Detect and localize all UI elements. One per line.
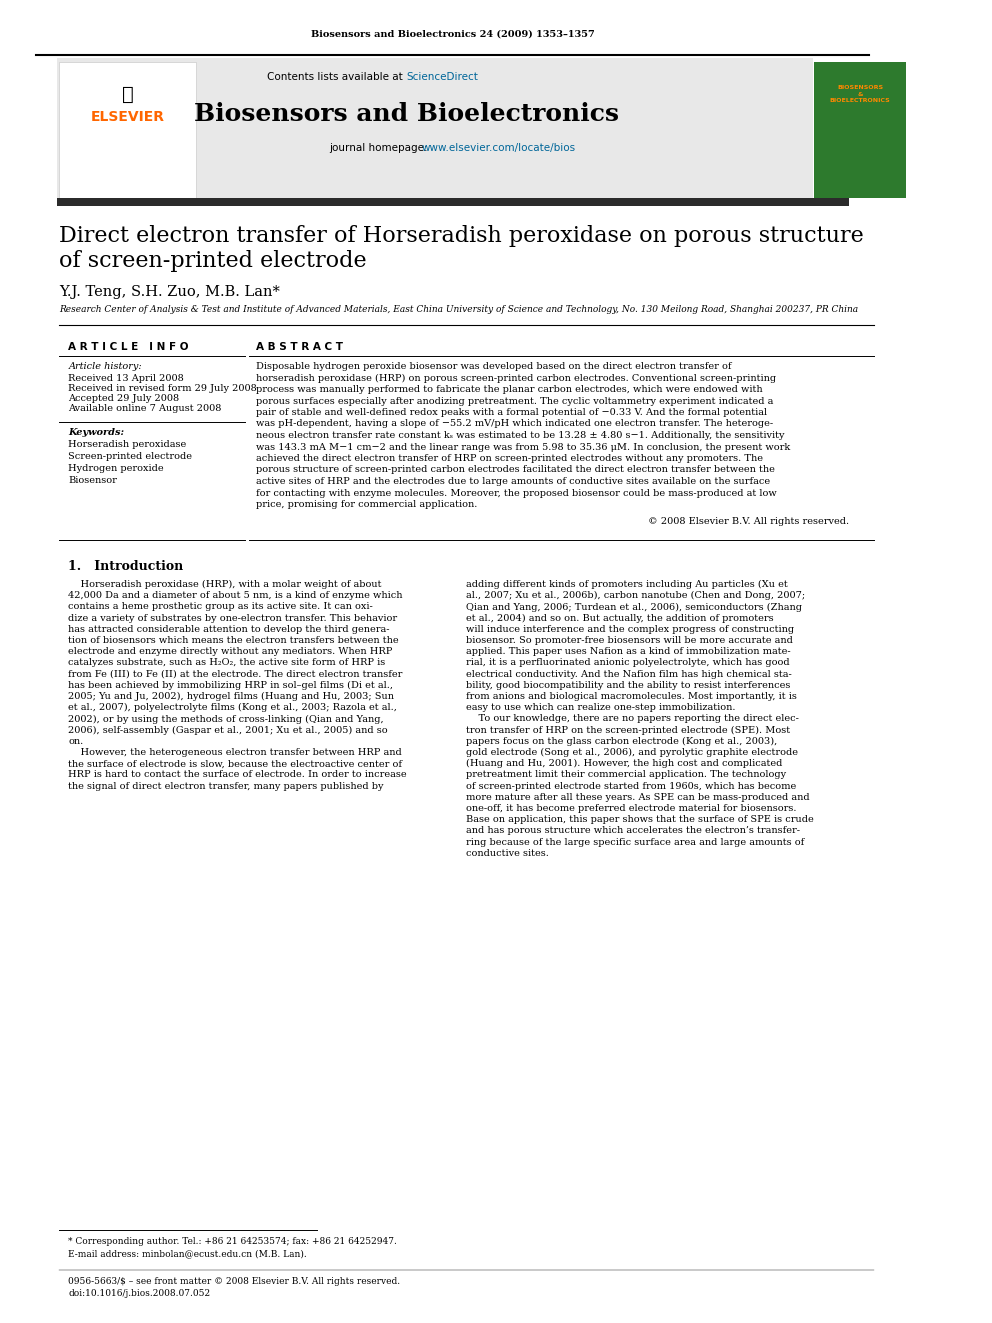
Text: 1.   Introduction: 1. Introduction: [68, 560, 184, 573]
Text: active sites of HRP and the electrodes due to large amounts of conductive sites : active sites of HRP and the electrodes d…: [256, 478, 770, 486]
Text: achieved the direct electron transfer of HRP on screen-printed electrodes withou: achieved the direct electron transfer of…: [256, 454, 763, 463]
Text: Biosensors and Bioelectronics: Biosensors and Bioelectronics: [193, 102, 619, 126]
Text: and has porous structure which accelerates the electron’s transfer-: and has porous structure which accelerat…: [465, 827, 800, 835]
Text: one-off, it has become preferred electrode material for biosensors.: one-off, it has become preferred electro…: [465, 804, 797, 814]
Text: price, promising for commercial application.: price, promising for commercial applicat…: [256, 500, 477, 509]
Text: Available online 7 August 2008: Available online 7 August 2008: [68, 404, 222, 413]
Text: from anions and biological macromolecules. Most importantly, it is: from anions and biological macromolecule…: [465, 692, 797, 701]
Text: 2005; Yu and Ju, 2002), hydrogel films (Huang and Hu, 2003; Sun: 2005; Yu and Ju, 2002), hydrogel films (…: [68, 692, 395, 701]
Text: has attracted considerable attention to develop the third genera-: has attracted considerable attention to …: [68, 624, 390, 634]
Text: doi:10.1016/j.bios.2008.07.052: doi:10.1016/j.bios.2008.07.052: [68, 1289, 210, 1298]
Text: Research Center of Analysis & Test and Institute of Advanced Materials, East Chi: Research Center of Analysis & Test and I…: [60, 306, 858, 314]
Text: will induce interference and the complex progress of constructing: will induce interference and the complex…: [465, 624, 794, 634]
Text: adding different kinds of promoters including Au particles (Xu et: adding different kinds of promoters incl…: [465, 579, 788, 589]
Text: Horseradish peroxidase (HRP), with a molar weight of about: Horseradish peroxidase (HRP), with a mol…: [68, 579, 382, 589]
Text: pretreatment limit their commercial application. The technology: pretreatment limit their commercial appl…: [465, 770, 786, 779]
Text: tion of biosensors which means the electron transfers between the: tion of biosensors which means the elect…: [68, 636, 399, 646]
Text: Keywords:: Keywords:: [68, 429, 125, 437]
Text: However, the heterogeneous electron transfer between HRP and: However, the heterogeneous electron tran…: [68, 747, 402, 757]
Text: applied. This paper uses Nafion as a kind of immobilization mate-: applied. This paper uses Nafion as a kin…: [465, 647, 791, 656]
Text: Direct electron transfer of Horseradish peroxidase on porous structure: Direct electron transfer of Horseradish …: [60, 225, 864, 247]
Text: (Huang and Hu, 2001). However, the high cost and complicated: (Huang and Hu, 2001). However, the high …: [465, 759, 782, 769]
Text: ScienceDirect: ScienceDirect: [407, 71, 478, 82]
Text: was pH-dependent, having a slope of −55.2 mV/pH which indicated one electron tra: was pH-dependent, having a slope of −55.…: [256, 419, 773, 429]
Text: more mature after all these years. As SPE can be mass-produced and: more mature after all these years. As SP…: [465, 792, 809, 802]
Text: * Corresponding author. Tel.: +86 21 64253574; fax: +86 21 64252947.: * Corresponding author. Tel.: +86 21 642…: [68, 1237, 398, 1246]
Text: process was manually performed to fabricate the planar carbon electrodes, which : process was manually performed to fabric…: [256, 385, 762, 394]
Text: catalyzes substrate, such as H₂O₂, the active site form of HRP is: catalyzes substrate, such as H₂O₂, the a…: [68, 659, 386, 667]
Text: Received 13 April 2008: Received 13 April 2008: [68, 374, 185, 382]
Text: Hydrogen peroxide: Hydrogen peroxide: [68, 464, 164, 474]
Text: et al., 2007), polyelectrolyte films (Kong et al., 2003; Razola et al.,: et al., 2007), polyelectrolyte films (Ko…: [68, 704, 398, 712]
Text: horseradish peroxidase (HRP) on porous screen-printed carbon electrodes. Convent: horseradish peroxidase (HRP) on porous s…: [256, 373, 776, 382]
Text: of screen-printed electrode started from 1960s, which has become: of screen-printed electrode started from…: [465, 782, 796, 791]
Text: rial, it is a perfluorinated anionic polyelectrolyte, which has good: rial, it is a perfluorinated anionic pol…: [465, 659, 790, 667]
Text: conductive sites.: conductive sites.: [465, 849, 549, 857]
Text: porous surfaces especially after anodizing pretreatment. The cyclic voltammetry : porous surfaces especially after anodizi…: [256, 397, 773, 406]
Text: the signal of direct electron transfer, many papers published by: the signal of direct electron transfer, …: [68, 782, 384, 791]
Text: Horseradish peroxidase: Horseradish peroxidase: [68, 441, 186, 448]
Text: Qian and Yang, 2006; Turdean et al., 2006), semiconductors (Zhang: Qian and Yang, 2006; Turdean et al., 200…: [465, 602, 802, 611]
Text: papers focus on the glass carbon electrode (Kong et al., 2003),: papers focus on the glass carbon electro…: [465, 737, 777, 746]
Text: 0956-5663/$ – see front matter © 2008 Elsevier B.V. All rights reserved.: 0956-5663/$ – see front matter © 2008 El…: [68, 1277, 401, 1286]
Text: Received in revised form 29 July 2008: Received in revised form 29 July 2008: [68, 384, 257, 393]
Text: electrical conductivity. And the Nafion film has high chemical sta-: electrical conductivity. And the Nafion …: [465, 669, 792, 679]
Text: on.: on.: [68, 737, 83, 746]
Text: 2002), or by using the methods of cross-linking (Qian and Yang,: 2002), or by using the methods of cross-…: [68, 714, 384, 724]
Text: www.elsevier.com/locate/bios: www.elsevier.com/locate/bios: [422, 143, 576, 153]
Text: HRP is hard to contact the surface of electrode. In order to increase: HRP is hard to contact the surface of el…: [68, 770, 407, 779]
Text: Biosensor: Biosensor: [68, 476, 117, 486]
Text: gold electrode (Song et al., 2006), and pyrolytic graphite electrode: gold electrode (Song et al., 2006), and …: [465, 747, 798, 757]
Text: Y.J. Teng, S.H. Zuo, M.B. Lan*: Y.J. Teng, S.H. Zuo, M.B. Lan*: [60, 284, 280, 299]
Text: Article history:: Article history:: [68, 363, 142, 370]
Text: Screen-printed electrode: Screen-printed electrode: [68, 452, 192, 460]
Text: ring because of the large specific surface area and large amounts of: ring because of the large specific surfa…: [465, 837, 804, 847]
Text: To our knowledge, there are no papers reporting the direct elec-: To our knowledge, there are no papers re…: [465, 714, 799, 724]
Text: biosensor. So promoter-free biosensors will be more accurate and: biosensor. So promoter-free biosensors w…: [465, 636, 793, 646]
Text: electrode and enzyme directly without any mediators. When HRP: electrode and enzyme directly without an…: [68, 647, 393, 656]
Text: E-mail address: minbolan@ecust.edu.cn (M.B. Lan).: E-mail address: minbolan@ecust.edu.cn (M…: [68, 1249, 308, 1258]
Bar: [60, 62, 196, 198]
Text: Biosensors and Bioelectronics 24 (2009) 1353–1357: Biosensors and Bioelectronics 24 (2009) …: [310, 30, 595, 38]
Text: bility, good biocompatibility and the ability to resist interferences: bility, good biocompatibility and the ab…: [465, 681, 790, 689]
Text: al., 2007; Xu et al., 2006b), carbon nanotube (Chen and Dong, 2007;: al., 2007; Xu et al., 2006b), carbon nan…: [465, 591, 805, 601]
Text: A B S T R A C T: A B S T R A C T: [256, 343, 342, 352]
Text: Contents lists available at: Contents lists available at: [267, 71, 407, 82]
Text: A R T I C L E   I N F O: A R T I C L E I N F O: [68, 343, 188, 352]
Bar: [57, 198, 849, 206]
Text: porous structure of screen-printed carbon electrodes facilitated the direct elec: porous structure of screen-printed carbo…: [256, 466, 775, 475]
Text: BIOSENSORS
&
BIOELECTRONICS: BIOSENSORS & BIOELECTRONICS: [829, 85, 891, 103]
Text: contains a heme prosthetic group as its active site. It can oxi-: contains a heme prosthetic group as its …: [68, 602, 373, 611]
Text: of screen-printed electrode: of screen-printed electrode: [60, 250, 367, 273]
Text: ELSEVIER: ELSEVIER: [91, 110, 165, 124]
Text: et al., 2004) and so on. But actually, the addition of promoters: et al., 2004) and so on. But actually, t…: [465, 614, 773, 623]
Text: 🌳: 🌳: [122, 85, 134, 105]
Text: Disposable hydrogen peroxide biosensor was developed based on the direct electro: Disposable hydrogen peroxide biosensor w…: [256, 363, 731, 370]
Text: 42,000 Da and a diameter of about 5 nm, is a kind of enzyme which: 42,000 Da and a diameter of about 5 nm, …: [68, 591, 403, 601]
Text: 2006), self-assembly (Gaspar et al., 2001; Xu et al., 2005) and so: 2006), self-assembly (Gaspar et al., 200…: [68, 725, 388, 734]
Text: journal homepage:: journal homepage:: [328, 143, 431, 153]
Text: has been achieved by immobilizing HRP in sol–gel films (Di et al.,: has been achieved by immobilizing HRP in…: [68, 681, 394, 689]
Text: dize a variety of substrates by one-electron transfer. This behavior: dize a variety of substrates by one-elec…: [68, 614, 398, 623]
Text: from Fe (III) to Fe (II) at the electrode. The direct electron transfer: from Fe (III) to Fe (II) at the electrod…: [68, 669, 403, 679]
Text: neous electron transfer rate constant kₛ was estimated to be 13.28 ± 4.80 s−1. A: neous electron transfer rate constant kₛ…: [256, 431, 784, 441]
Text: Accepted 29 July 2008: Accepted 29 July 2008: [68, 394, 180, 404]
Text: for contacting with enzyme molecules. Moreover, the proposed biosensor could be : for contacting with enzyme molecules. Mo…: [256, 488, 777, 497]
Bar: [814, 62, 906, 198]
Bar: [57, 58, 812, 198]
Text: Base on application, this paper shows that the surface of SPE is crude: Base on application, this paper shows th…: [465, 815, 813, 824]
Text: © 2008 Elsevier B.V. All rights reserved.: © 2008 Elsevier B.V. All rights reserved…: [648, 517, 849, 527]
Text: the surface of electrode is slow, because the electroactive center of: the surface of electrode is slow, becaus…: [68, 759, 403, 769]
Text: was 143.3 mA M−1 cm−2 and the linear range was from 5.98 to 35.36 μM. In conclus: was 143.3 mA M−1 cm−2 and the linear ran…: [256, 442, 790, 451]
Text: pair of stable and well-defined redox peaks with a formal potential of −0.33 V. : pair of stable and well-defined redox pe…: [256, 407, 767, 417]
Text: tron transfer of HRP on the screen-printed electrode (SPE). Most: tron transfer of HRP on the screen-print…: [465, 725, 790, 734]
Text: easy to use which can realize one-step immobilization.: easy to use which can realize one-step i…: [465, 704, 735, 712]
